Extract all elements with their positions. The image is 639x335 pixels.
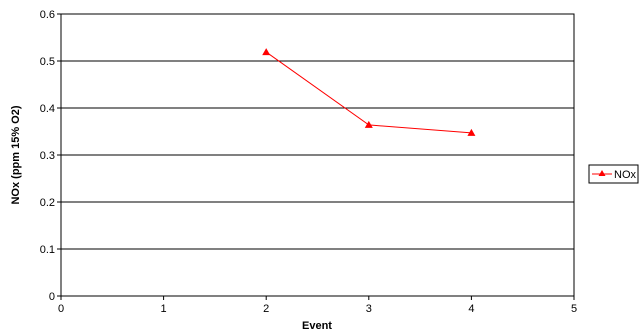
x-tick-label: 3 <box>366 303 372 315</box>
x-tick-label: 2 <box>263 303 269 315</box>
y-tick-label: 0.5 <box>40 56 55 68</box>
data-point <box>364 120 373 128</box>
y-tick-label: 0.3 <box>40 150 55 162</box>
x-axis: 0 1 2 3 4 5 <box>58 296 577 315</box>
legend: NOx <box>588 164 639 184</box>
y-tick-label: 0.6 <box>40 9 55 21</box>
series-line <box>265 51 472 134</box>
series-group <box>262 48 476 136</box>
x-tick-label: 5 <box>571 303 577 315</box>
x-tick-label: 0 <box>58 303 64 315</box>
legend-box <box>588 164 639 184</box>
y-axis-title: NOx (ppm 15% O2) <box>10 105 22 204</box>
legend-marker-swatch <box>598 170 606 176</box>
y-tick-label: 0.4 <box>40 103 55 115</box>
x-tick-label: 1 <box>161 303 167 315</box>
y-tick-label: 0.2 <box>40 197 55 209</box>
y-tick-label: 0 <box>49 291 55 303</box>
y-tick-label: 0.1 <box>40 244 55 256</box>
x-axis-title: Event <box>302 320 332 332</box>
legend-label-nox: NOx <box>614 169 637 181</box>
x-tick-label: 4 <box>468 303 474 315</box>
gridlines <box>61 60 574 250</box>
data-point <box>262 48 271 56</box>
data-point <box>467 128 476 136</box>
y-axis: 0 0.1 0.2 0.3 0.4 0.5 0.6 <box>40 9 61 303</box>
